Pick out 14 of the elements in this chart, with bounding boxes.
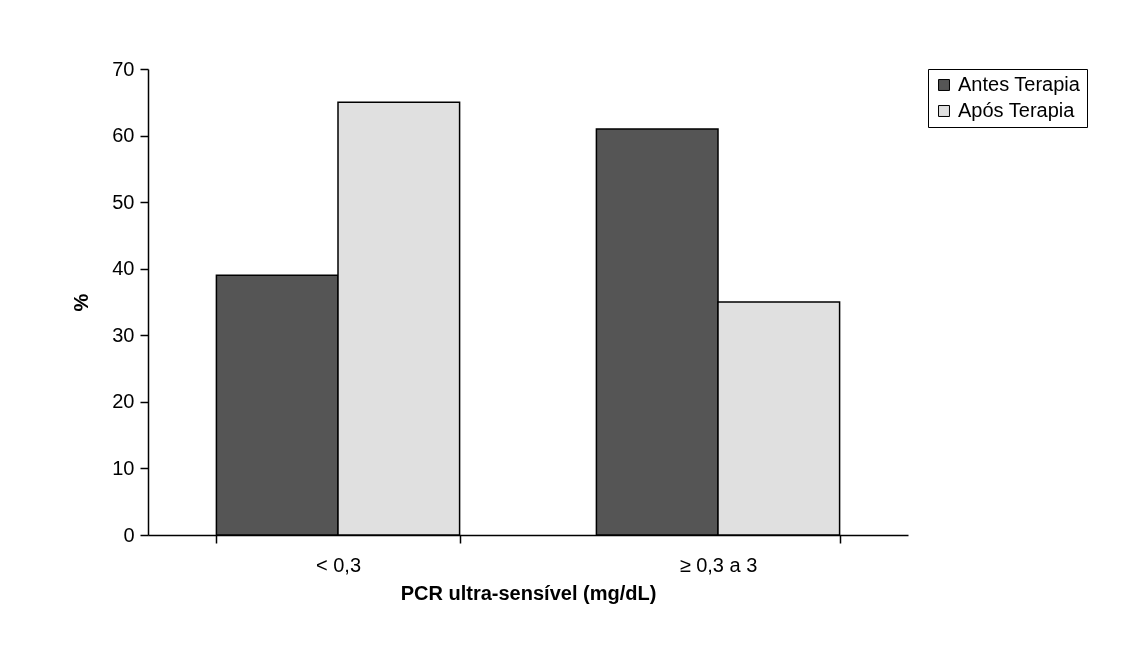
y-tick-label: 10 — [112, 456, 135, 479]
y-tick-label: 30 — [112, 323, 135, 346]
x-tick-label: < 0,3 — [315, 553, 362, 576]
y-tick-label: 70 — [112, 57, 135, 80]
y-tick-label: 0 — [123, 523, 135, 546]
x-axis-title: PCR ultra-sensível (mg/dL) — [400, 581, 657, 604]
y-tick-label: 40 — [112, 257, 135, 280]
legend-label: Antes Terapia — [958, 73, 1081, 95]
y-tick-label: 50 — [112, 190, 135, 213]
y-axis-title: % — [70, 293, 93, 312]
y-tick-label: 20 — [112, 390, 135, 413]
legend-label: Após Terapia — [958, 99, 1076, 121]
y-tick-label: 60 — [112, 124, 135, 147]
x-tick-label: ≥ 0,3 a 3 — [679, 553, 758, 576]
